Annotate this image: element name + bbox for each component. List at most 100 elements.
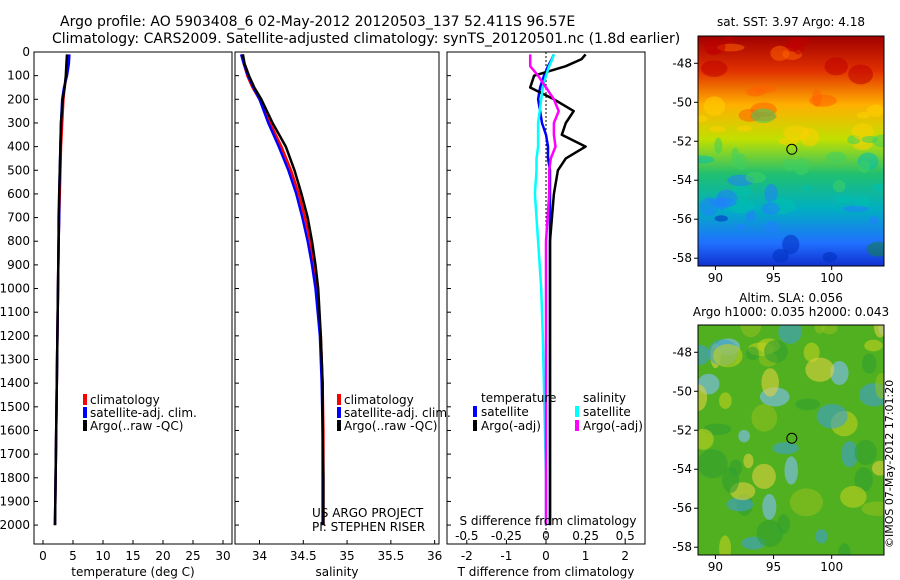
series-line-t-argo-adj [528, 53, 587, 526]
sla-texture-blob [726, 497, 754, 512]
sla-texture-blob [789, 488, 824, 517]
project-annotation: US ARGO PROJECT [312, 506, 424, 520]
sla-texture-blob [854, 439, 877, 466]
sla-texture-blob [815, 529, 828, 544]
x-tick-label: 35.5 [377, 549, 404, 563]
sla-texture-blob [814, 325, 825, 334]
series-line-argo-raw-qc [53, 54, 69, 526]
sst-texture-blob [848, 64, 874, 85]
x-tick-label: 34 [252, 549, 267, 563]
sst-texture-blob [745, 87, 766, 97]
salinity-panel: 34 34.5 35 35.5 36 salinity [234, 51, 442, 579]
sla-map-title-line1: Altim. SLA: 0.056 [739, 291, 843, 305]
x-tick-label: 20 [155, 549, 170, 563]
legend-label-climatology: climatology [90, 393, 160, 407]
sst-field-texture [698, 36, 884, 263]
x-tick-label: 1 [582, 549, 590, 563]
salinity-legend: climatology satellite-adj. clim. Argo(..… [337, 393, 451, 433]
sst-texture-blob [854, 195, 870, 209]
sla-texture-blob [698, 449, 728, 479]
map-x-tick-label: 95 [766, 271, 781, 285]
sla-texture-blob [746, 346, 759, 361]
x-axis-label: temperature (deg C) [71, 565, 194, 579]
sla-texture-blob [752, 463, 776, 489]
map-y-tick-label: -58 [672, 540, 692, 554]
y-tick-label: 0 [22, 45, 30, 59]
sst-map-axes: 90 95 100 -48 -50 -52 -54 -56 -58 [672, 56, 843, 285]
temperature-legend: climatology satellite-adj. clim. Argo(..… [83, 393, 197, 433]
map-x-tick-label: 90 [708, 271, 723, 285]
sla-map-frame [697, 324, 885, 556]
y-tick-label: 500 [7, 163, 30, 177]
top-x-tick-label: -0.5 [455, 529, 478, 543]
top-x-tick-label: -0.25 [491, 529, 522, 543]
x-tick-label: 2 [621, 549, 629, 563]
sst-texture-blob [866, 104, 884, 117]
y-tick-label: 1300 [0, 353, 30, 367]
x-tick-label: 34.5 [290, 549, 317, 563]
y-tick-label: 1800 [0, 471, 30, 485]
legend-swatch-satellite [83, 407, 87, 418]
y-tick-label: 200 [7, 92, 30, 106]
sst-texture-blob [764, 184, 778, 204]
y-tick-label: 700 [7, 211, 30, 225]
y-tick-label: 1400 [0, 376, 30, 390]
sst-texture-blob [826, 151, 847, 163]
sla-texture-blob [719, 535, 732, 555]
sst-texture-blob [824, 57, 848, 76]
sst-texture-blob [709, 197, 737, 208]
sst-texture-blob [793, 157, 810, 176]
legend-swatch-argo [83, 420, 87, 431]
legend-label-climatology: climatology [344, 393, 414, 407]
x-tick-label: 10 [95, 549, 110, 563]
legend-label-t-satellite: satellite [481, 405, 529, 419]
sla-texture-blob [838, 543, 851, 555]
sst-texture-blob [842, 205, 869, 212]
legend-swatch-climatology [337, 394, 341, 405]
sla-texture-blob [816, 403, 848, 429]
series-line-climatology [240, 54, 325, 526]
pi-annotation: PI: STEPHEN RISER [312, 520, 425, 534]
legend-title-salinity: salinity [583, 391, 626, 405]
sst-texture-blob [751, 108, 776, 124]
map-y-tick-label: -48 [672, 56, 692, 70]
legend-swatch-argo [337, 420, 341, 431]
sla-texture-blob [830, 360, 849, 386]
top-x-tick-label: 0.5 [616, 529, 635, 543]
y-tick-label: 900 [7, 258, 30, 272]
temperature-panel: 0100200300400500600700800900100011001200… [0, 45, 233, 579]
sst-texture-blob [723, 36, 734, 43]
sla-texture-blob [805, 357, 835, 382]
x-tick-label: -2 [461, 549, 473, 563]
sla-texture-blob [840, 485, 867, 508]
y-tick-label: 800 [7, 234, 30, 248]
sla-texture-blob [729, 459, 743, 476]
legend-label-s-argo: Argo(-adj) [583, 419, 643, 433]
legend-label-s-satellite: satellite [583, 405, 631, 419]
map-y-tick-label: -52 [672, 134, 692, 148]
sst-texture-blob [802, 185, 813, 192]
sst-texture-blob [706, 48, 721, 55]
sst-texture-blob [851, 123, 874, 141]
sla-field-texture [698, 325, 884, 555]
legend-label-t-argo: Argo(-adj) [481, 419, 541, 433]
sla-texture-blob [698, 344, 710, 365]
map-y-tick-label: -50 [672, 384, 692, 398]
sst-texture-blob [770, 45, 790, 61]
sla-texture-blob [821, 325, 838, 335]
series-line-argo-raw-qc [241, 54, 325, 526]
sst-texture-blob [858, 160, 870, 174]
legend-label-argo: Argo(..raw -QC) [90, 419, 183, 433]
sst-texture-blob [698, 115, 708, 123]
x-tick-label: 36 [427, 549, 442, 563]
sst-texture-blob [732, 184, 752, 197]
map-y-tick-label: -50 [672, 95, 692, 109]
plot-frame [234, 51, 440, 545]
sst-texture-blob [698, 155, 715, 164]
plot-frame [33, 51, 233, 545]
x-tick-label: 5 [69, 549, 77, 563]
sla-map: Altim. SLA: 0.056 Argo h1000: 0.035 h200… [672, 291, 889, 574]
sla-texture-blob [854, 467, 873, 492]
sst-texture-blob [812, 88, 822, 107]
y-tick-label: 600 [7, 187, 30, 201]
